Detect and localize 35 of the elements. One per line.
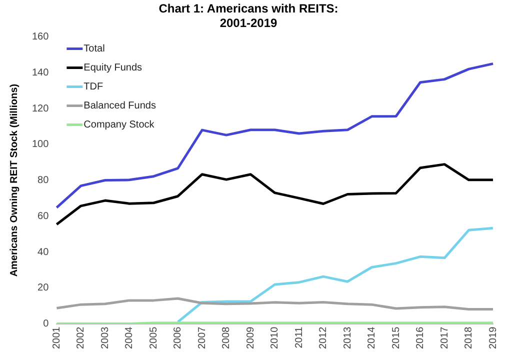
x-tick-label: 2007 — [196, 326, 208, 350]
y-tick-label: 120 — [32, 103, 50, 114]
y-axis-title: Americans Owning REIT Stock (Millions) — [8, 84, 20, 277]
y-tick-label: 40 — [38, 246, 50, 258]
x-tick-label: 2019 — [488, 326, 499, 350]
x-tick-label: 2018 — [464, 326, 475, 350]
legend-label: Equity Funds — [84, 62, 142, 74]
x-tick-label: 2011 — [294, 326, 305, 348]
chart-title: Chart 1: Americans with REITS: 2001-2019 — [158, 2, 338, 30]
x-tick-label: 2012 — [318, 326, 330, 350]
x-tick-label: 2004 — [124, 326, 136, 350]
legend-label: TDF — [84, 82, 104, 93]
legend-label: Balanced Funds — [84, 100, 156, 112]
x-tick-label: 2006 — [172, 326, 184, 350]
y-tick-label: 100 — [32, 139, 50, 150]
x-tick-label: 2009 — [245, 326, 256, 350]
y-tick-label: 60 — [38, 210, 50, 222]
y-tick-label: 20 — [38, 282, 50, 294]
y-tick-label: 140 — [32, 67, 50, 78]
x-tick-label: 2002 — [76, 326, 87, 350]
legend-label: Total — [84, 44, 105, 55]
y-tick-label: 160 — [32, 32, 50, 43]
x-tick-label: 2003 — [100, 326, 111, 350]
x-tick-label: 2015 — [390, 326, 402, 350]
x-tick-label: 2014 — [366, 326, 378, 350]
x-tick-label: 2008 — [221, 326, 232, 350]
x-tick-label: 2010 — [270, 326, 281, 350]
x-tick-label: 2013 — [342, 326, 354, 350]
x-tick-label: 2005 — [148, 326, 160, 350]
x-tick-label: 2001 — [51, 326, 62, 350]
x-tick-label: 2017 — [439, 326, 450, 350]
legend-label: Company Stock — [84, 120, 156, 131]
y-tick-label: 80 — [38, 175, 50, 186]
x-tick-label: 2016 — [415, 326, 426, 350]
y-tick-label: 0 — [43, 318, 50, 330]
